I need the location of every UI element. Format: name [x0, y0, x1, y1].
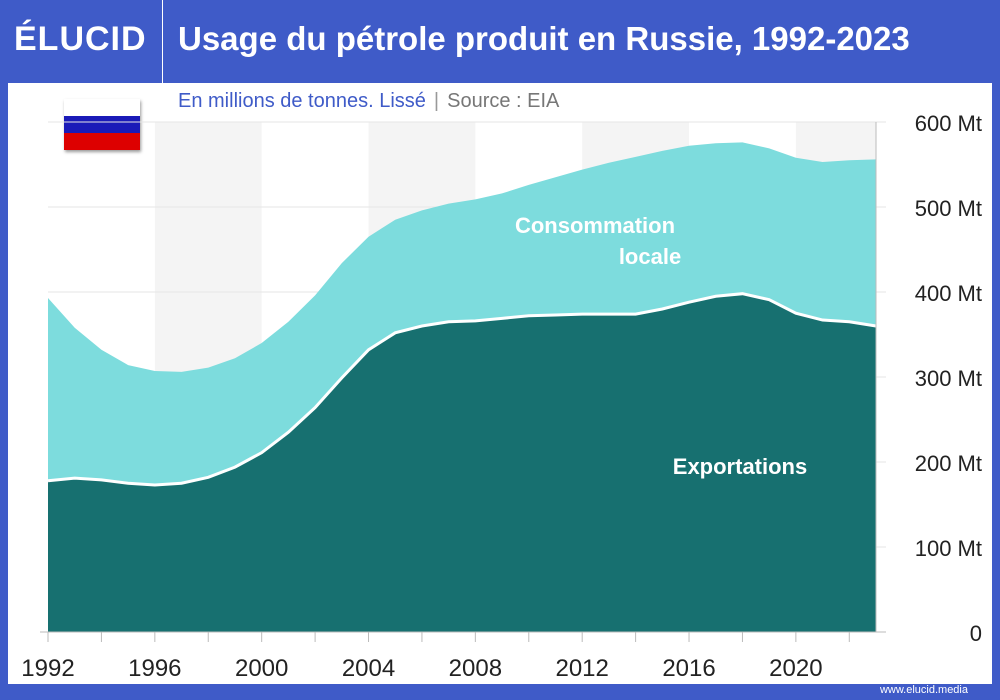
- label-consommation-locale: Consommation: [515, 213, 675, 238]
- y-tick-label: 500 Mt: [915, 196, 982, 221]
- area-exportations: [48, 293, 876, 632]
- y-tick-label: 0: [970, 621, 982, 646]
- x-tick-label: 2008: [449, 655, 502, 682]
- header-divider: [162, 0, 163, 83]
- subtitle-text: En millions de tonnes. Lissé: [178, 90, 426, 112]
- logo: ÉLUCID: [14, 20, 147, 58]
- y-tick-label: 300 Mt: [915, 366, 982, 391]
- footer-url: www.elucid.media: [879, 684, 968, 696]
- label-consommation-locale-2: locale: [619, 244, 681, 269]
- x-tick-label: 1996: [128, 655, 181, 682]
- label-exportations: Exportations: [673, 454, 807, 479]
- subtitle-separator: |: [433, 90, 440, 112]
- x-tick-label: 2016: [662, 655, 715, 682]
- x-tick-label: 2000: [235, 655, 288, 682]
- header: ÉLUCID Usage du pétrole produit en Russi…: [0, 0, 1000, 83]
- x-tick-label: 1992: [21, 655, 74, 682]
- y-tick-label: 100 Mt: [915, 536, 982, 561]
- x-tick-label: 2004: [342, 655, 395, 682]
- y-tick-label: 600 Mt: [915, 111, 982, 136]
- russia-flag-icon: [64, 99, 140, 150]
- y-tick-label: 400 Mt: [915, 281, 982, 306]
- exportations-line: [47, 292, 877, 487]
- x-tick-label: 2012: [555, 655, 608, 682]
- source-text: Source : EIA: [447, 90, 560, 112]
- subtitle: En millions de tonnes. Lissé | Source : EI…: [178, 90, 559, 113]
- y-tick-label: 200 Mt: [915, 451, 982, 476]
- x-tick-label: 2020: [769, 655, 822, 682]
- chart-title: Usage du pétrole produit en Russie, 1992…: [178, 20, 910, 57]
